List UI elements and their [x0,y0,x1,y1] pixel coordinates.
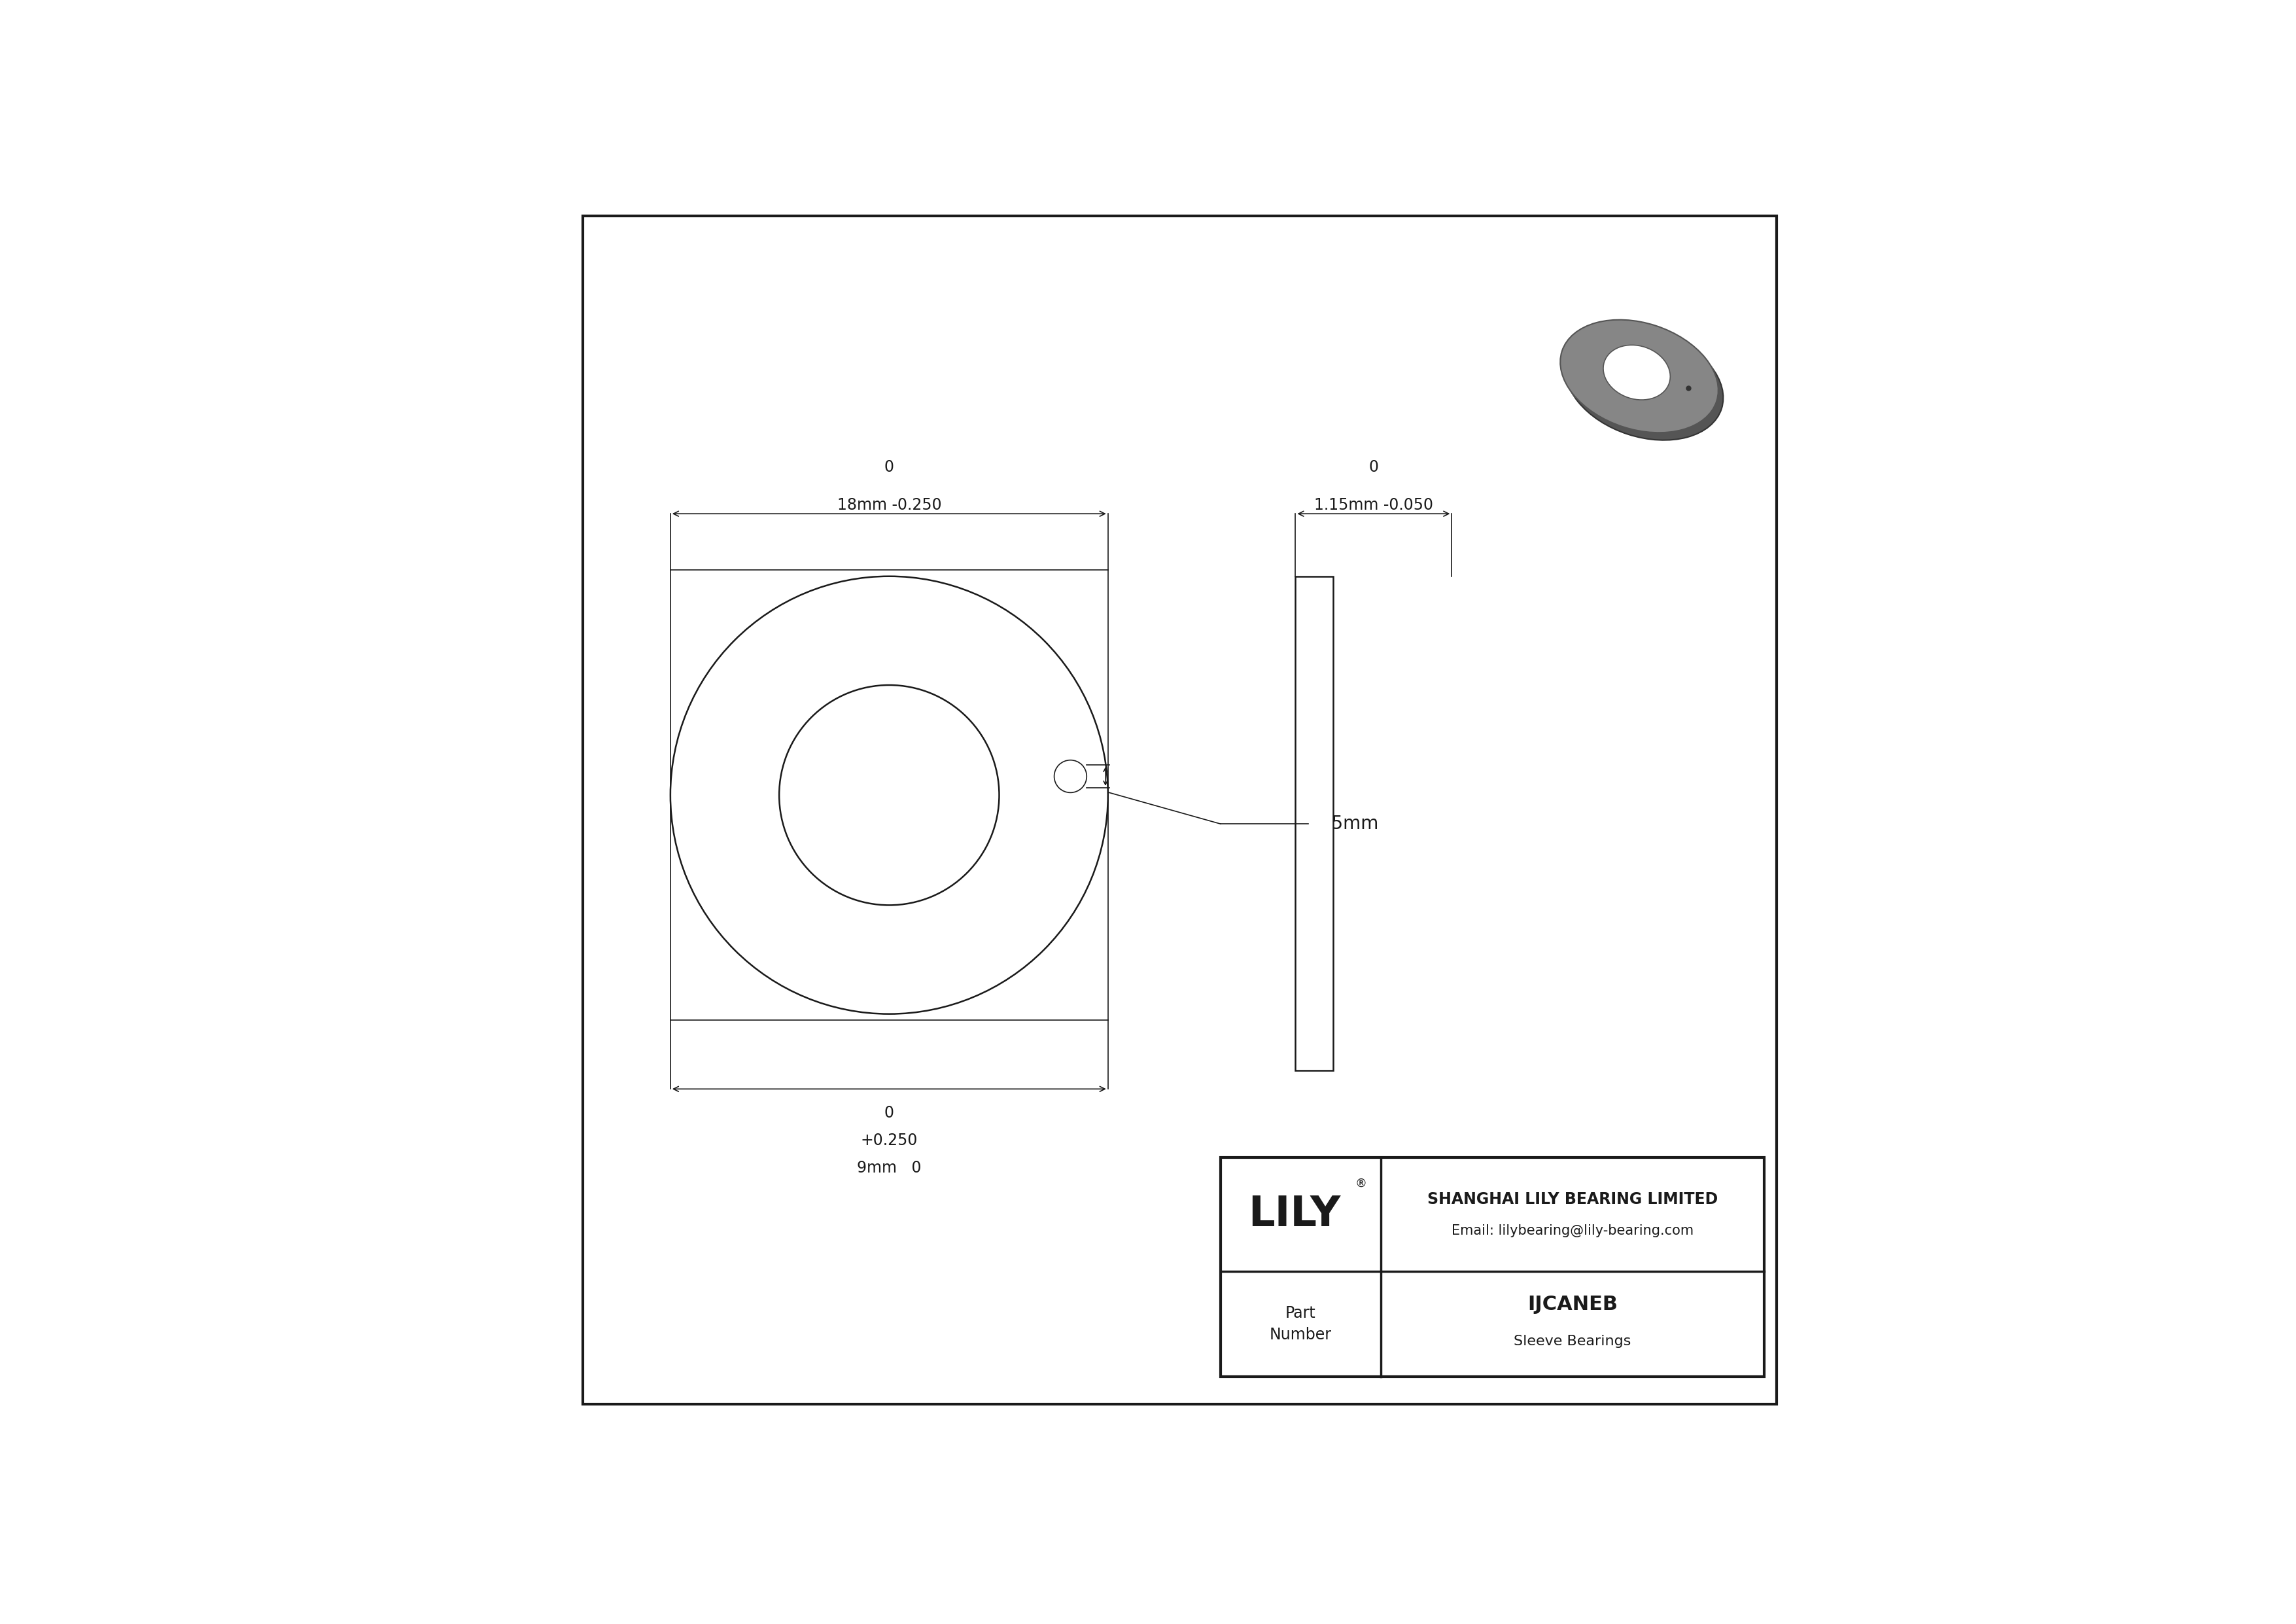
Ellipse shape [1603,344,1669,400]
Bar [670,570,1109,1020]
Text: Sleeve Bearings: Sleeve Bearings [1513,1335,1630,1348]
Text: 0: 0 [1368,460,1378,474]
Bar [1221,1158,1763,1377]
Ellipse shape [1561,320,1717,432]
Text: ®: ® [1355,1177,1366,1189]
Text: +0.250: +0.250 [861,1134,918,1148]
Bar [1295,577,1334,1070]
Text: LILY: LILY [1249,1194,1341,1234]
Text: IJCANEB: IJCANEB [1527,1294,1619,1314]
Text: 1.15mm -0.050: 1.15mm -0.050 [1313,497,1433,513]
Text: 18mm -0.250: 18mm -0.250 [838,497,941,513]
Text: 9mm   0: 9mm 0 [856,1160,921,1176]
Text: SHANGHAI LILY BEARING LIMITED: SHANGHAI LILY BEARING LIMITED [1428,1192,1717,1208]
Ellipse shape [1566,328,1724,440]
Text: Part
Number: Part Number [1270,1306,1332,1343]
Text: 0: 0 [884,1106,893,1121]
Text: Email: lilybearing@lily-bearing.com: Email: lilybearing@lily-bearing.com [1451,1224,1694,1237]
Text: 1.5mm: 1.5mm [1313,815,1378,833]
Text: 0: 0 [884,460,893,474]
